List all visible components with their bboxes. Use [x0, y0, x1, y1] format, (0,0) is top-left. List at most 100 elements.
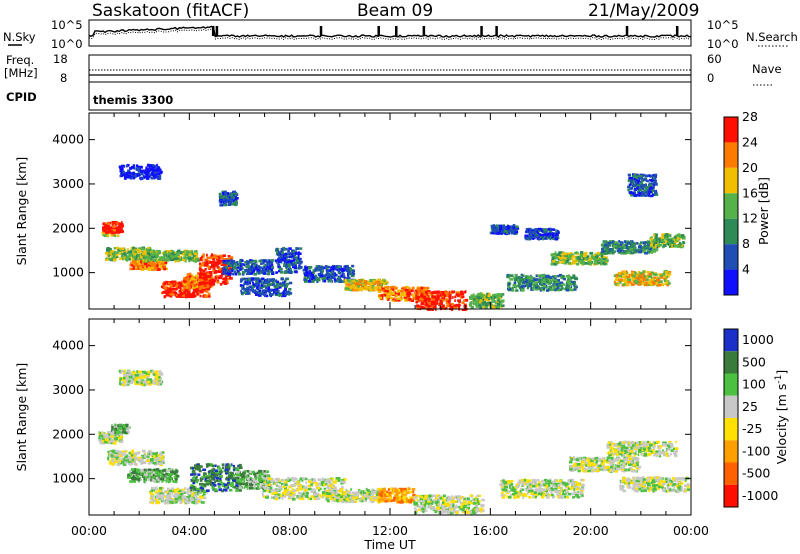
- heatmap-cell: [158, 177, 162, 180]
- heatmap-cell: [337, 269, 341, 273]
- heatmap-cell: [200, 256, 203, 259]
- heatmap-cell: [187, 257, 192, 260]
- heatmap-cell: [583, 254, 588, 258]
- colorbar-swatch: [724, 193, 738, 219]
- heatmap-cell: [614, 241, 618, 244]
- heatmap-cell: [259, 266, 263, 270]
- heatmap-cell: [227, 273, 232, 276]
- heatmap-cell: [541, 233, 546, 237]
- heatmap-cell: [491, 294, 494, 298]
- heatmap-cell: [551, 228, 556, 231]
- heatmap-cell: [441, 304, 445, 307]
- heatmap-cell: [326, 266, 329, 270]
- heatmap-cell: [571, 282, 576, 285]
- heatmap-cell: [218, 256, 221, 259]
- heatmap-cell: [147, 169, 152, 172]
- heatmap-cell: [255, 293, 258, 296]
- heatmap-cell: [444, 293, 447, 296]
- heatmap-cell: [535, 274, 538, 277]
- heatmap-cell: [235, 268, 238, 271]
- heatmap-cell: [146, 177, 150, 180]
- heatmap-cell: [375, 288, 378, 291]
- heatmap-cell: [291, 254, 294, 258]
- heatmap-cell: [329, 270, 334, 274]
- heatmap-cell: [665, 278, 668, 282]
- heatmap-cell: [123, 251, 126, 255]
- heatmap-cell: [514, 230, 517, 234]
- heatmap-cell: [414, 291, 417, 294]
- heatmap-cell: [252, 269, 256, 273]
- heatmap-cell: [216, 266, 220, 269]
- heatmap-cell: [244, 280, 248, 284]
- heatmap-cell: [397, 289, 400, 293]
- heatmap-cell: [431, 296, 434, 300]
- heatmap-cell: [654, 233, 658, 236]
- heatmap-cell: [134, 257, 138, 261]
- heatmap-cell: [491, 306, 496, 309]
- heatmap-cell: [157, 172, 161, 176]
- heatmap-cell: [612, 247, 615, 251]
- heatmap-cell: [666, 283, 669, 287]
- heatmap-cell: [112, 440, 115, 443]
- heatmap-cell: [652, 276, 657, 280]
- heatmap-cell: [457, 305, 460, 309]
- heatmap-cell: [118, 223, 123, 227]
- heatmap-cell: [131, 251, 136, 255]
- heatmap-cell: [575, 259, 579, 263]
- heatmap-cell: [637, 248, 640, 252]
- heatmap-cell: [226, 263, 230, 267]
- heatmap-cell: [126, 171, 129, 175]
- heatmap-cell: [266, 283, 270, 287]
- heatmap-cell: [622, 270, 626, 274]
- heatmap-cell: [261, 277, 265, 281]
- heatmap-cell: [268, 279, 271, 282]
- heatmap-cell: [570, 262, 573, 265]
- heatmap-cell: [349, 280, 352, 283]
- heatmap-cell: [653, 234, 656, 237]
- heatmap-cell: [367, 288, 370, 292]
- heatmap-cell: [681, 244, 684, 247]
- heatmap-cell: [432, 304, 435, 307]
- heatmap-cell: [673, 236, 678, 239]
- heatmap-cell: [294, 265, 297, 269]
- heatmap-cell: [512, 226, 517, 229]
- heatmap-cell: [651, 239, 655, 242]
- heatmap-cell: [565, 285, 568, 288]
- heatmap-cell: [186, 273, 189, 277]
- heatmap-cell: [653, 245, 656, 249]
- heatmap-cell: [192, 259, 195, 262]
- heatmap-cell: [660, 239, 665, 242]
- heatmap-cell: [382, 279, 386, 283]
- heatmap-cell: [557, 288, 560, 292]
- heatmap-cell: [550, 288, 554, 292]
- heatmap-cell: [105, 227, 110, 231]
- heatmap-cell: [184, 253, 187, 257]
- heatmap-cell: [574, 259, 577, 262]
- heatmap-cell: [579, 254, 584, 258]
- heatmap-cell: [600, 260, 605, 263]
- heatmap-cell: [208, 256, 213, 260]
- heatmap-cell: [417, 295, 421, 299]
- heatmap-cell: [620, 273, 623, 276]
- heatmap-cell: [500, 230, 503, 233]
- heatmap-cell: [277, 285, 280, 288]
- heatmap-cell: [183, 283, 187, 286]
- heatmap-cell: [625, 270, 628, 273]
- heatmap-cell: [363, 283, 366, 287]
- heatmap-cell: [494, 296, 498, 299]
- heatmap-cell: [292, 263, 295, 267]
- heatmap-cell: [649, 249, 654, 253]
- heatmap-cell: [131, 174, 134, 178]
- heatmap-cell: [614, 246, 619, 250]
- heatmap-cell: [145, 259, 147, 263]
- heatmap-cell: [566, 287, 570, 290]
- heatmap-cell: [168, 287, 173, 291]
- heatmap-cell: [630, 179, 633, 183]
- heatmap-cell: [616, 244, 621, 248]
- heatmap-cell: [637, 181, 640, 185]
- heatmap-cell: [603, 259, 606, 263]
- heatmap-cell: [110, 250, 114, 253]
- heatmap-cell: [454, 295, 457, 299]
- heatmap-cell: [118, 165, 123, 169]
- heatmap-cell: [536, 231, 540, 235]
